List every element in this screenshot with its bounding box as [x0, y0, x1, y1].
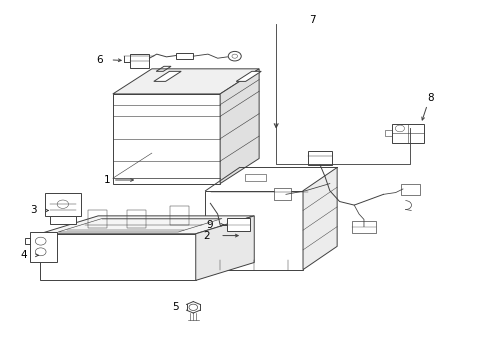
Bar [170, 206, 189, 225]
Text: 9: 9 [206, 220, 212, 230]
Polygon shape [40, 234, 195, 280]
Text: 6: 6 [96, 55, 103, 65]
Polygon shape [227, 219, 250, 231]
Polygon shape [50, 216, 76, 224]
Bar [244, 174, 266, 181]
Polygon shape [391, 123, 423, 143]
Text: 4: 4 [21, 250, 27, 260]
Bar [127, 210, 146, 228]
Polygon shape [273, 188, 290, 200]
Polygon shape [113, 94, 220, 184]
Polygon shape [236, 71, 261, 81]
Text: 5: 5 [172, 302, 178, 312]
Polygon shape [176, 53, 193, 59]
Polygon shape [303, 167, 336, 270]
Polygon shape [30, 232, 57, 262]
Polygon shape [130, 54, 149, 68]
Polygon shape [220, 69, 259, 184]
Polygon shape [400, 184, 419, 195]
Polygon shape [307, 150, 331, 165]
Polygon shape [40, 216, 254, 234]
Text: 1: 1 [103, 175, 110, 185]
Text: 3: 3 [31, 206, 37, 216]
Bar [384, 130, 391, 136]
Text: 7: 7 [309, 15, 315, 26]
Polygon shape [205, 191, 303, 270]
Polygon shape [351, 221, 375, 233]
Bar [88, 210, 107, 228]
Text: 8: 8 [427, 93, 433, 103]
Polygon shape [195, 216, 254, 280]
Polygon shape [154, 71, 181, 81]
Polygon shape [113, 69, 259, 94]
Polygon shape [44, 193, 81, 216]
Text: 2: 2 [203, 231, 210, 240]
